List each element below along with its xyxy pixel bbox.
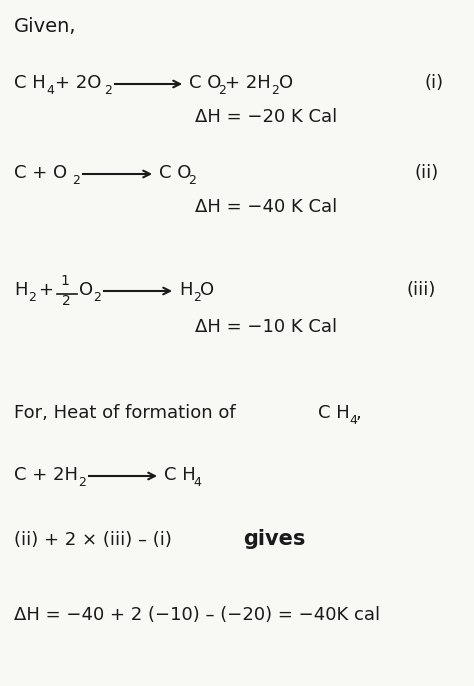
- Text: 1: 1: [60, 274, 69, 288]
- Text: ΔH = −40 + 2 (−10) – (−20) = −40K cal: ΔH = −40 + 2 (−10) – (−20) = −40K cal: [14, 606, 380, 624]
- Text: O: O: [79, 281, 93, 299]
- Text: H: H: [14, 281, 27, 299]
- Text: C H: C H: [164, 466, 196, 484]
- Text: 2: 2: [72, 174, 80, 187]
- Text: ΔH = −20 K Cal: ΔH = −20 K Cal: [195, 108, 337, 126]
- Text: C + O: C + O: [14, 164, 67, 182]
- Text: +: +: [38, 281, 53, 299]
- Text: 2: 2: [93, 291, 101, 304]
- Text: C O: C O: [189, 74, 221, 92]
- Text: ΔH = −40 K Cal: ΔH = −40 K Cal: [195, 198, 337, 216]
- Text: + 2H: + 2H: [225, 74, 271, 92]
- Text: 2: 2: [28, 291, 36, 304]
- Text: 4: 4: [349, 414, 357, 427]
- Text: 4: 4: [193, 476, 201, 489]
- Text: O: O: [200, 281, 214, 299]
- Text: 2: 2: [62, 294, 71, 308]
- Text: 2: 2: [218, 84, 226, 97]
- Text: (ii) + 2 × (iii) – (i): (ii) + 2 × (iii) – (i): [14, 531, 178, 549]
- Text: C H: C H: [318, 404, 350, 422]
- Text: 2: 2: [271, 84, 279, 97]
- Text: 2: 2: [193, 291, 201, 304]
- Text: ΔH = −10 K Cal: ΔH = −10 K Cal: [195, 318, 337, 336]
- Text: + 2O: + 2O: [55, 74, 101, 92]
- Text: (ii): (ii): [415, 164, 439, 182]
- Text: ,: ,: [356, 404, 362, 422]
- Text: 4: 4: [46, 84, 54, 97]
- Text: C H: C H: [14, 74, 46, 92]
- Text: H: H: [179, 281, 192, 299]
- Text: 2: 2: [78, 476, 86, 489]
- Text: (i): (i): [425, 74, 444, 92]
- Text: O: O: [279, 74, 293, 92]
- Text: C + 2H: C + 2H: [14, 466, 78, 484]
- Text: 2: 2: [188, 174, 196, 187]
- Text: gives: gives: [243, 529, 305, 549]
- Text: C O: C O: [159, 164, 191, 182]
- Text: Given,: Given,: [14, 17, 76, 36]
- Text: (iii): (iii): [407, 281, 437, 299]
- Text: 2: 2: [104, 84, 112, 97]
- Text: For, Heat of formation of: For, Heat of formation of: [14, 404, 236, 422]
